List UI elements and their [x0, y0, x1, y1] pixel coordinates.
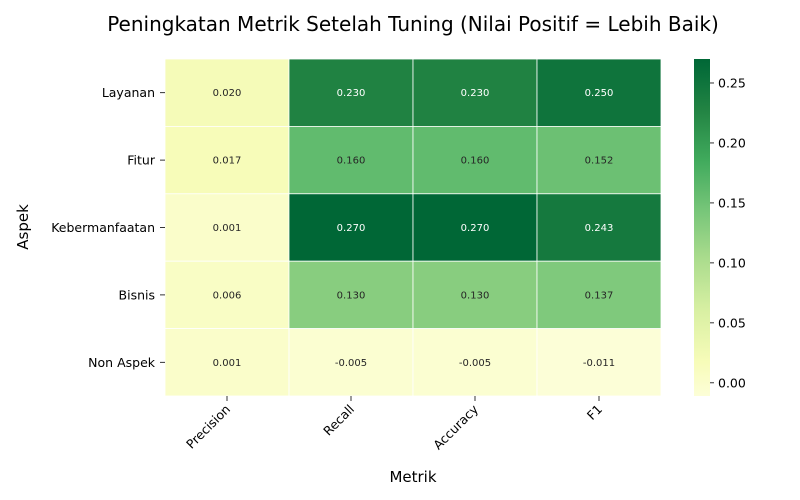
heatmap-cell [536, 260, 662, 330]
chart-title: Peningkatan Metrik Setelah Tuning (Nilai… [107, 12, 719, 36]
colorbar-tick-label: 0.25 [718, 75, 746, 90]
colorbar-tick-label: 0.00 [718, 375, 746, 390]
colorbar-tick-label: 0.15 [718, 195, 746, 210]
cell-value-label: 0.020 [213, 88, 242, 99]
cell-value-label: 0.001 [213, 223, 242, 234]
cell-value-label: 0.243 [585, 223, 614, 234]
column-tick-label: Precision [183, 402, 233, 452]
row-tick-label: Fitur [127, 153, 156, 168]
heatmap-cell [412, 58, 538, 127]
heatmap-cell [536, 126, 662, 195]
colorbar-tick-label: 0.05 [718, 315, 746, 330]
heatmap-cell [288, 260, 414, 330]
column-tick-label: Accuracy [430, 401, 481, 452]
cell-value-label: -0.005 [459, 358, 491, 369]
cell-value-label: 0.017 [213, 156, 242, 167]
heatmap-cell [536, 328, 662, 397]
column-tick-label: Recall [320, 402, 357, 439]
heatmap-cell [164, 58, 290, 127]
heatmap-cell [536, 193, 662, 262]
heatmap-cell [164, 328, 290, 397]
cell-value-label: 0.160 [461, 156, 490, 167]
cell-value-label: 0.270 [337, 223, 366, 234]
heatmap-cell [164, 126, 290, 195]
cell-value-label: 0.130 [337, 290, 366, 301]
heatmap-cells: 0.020 0.230 0.230 0.250 0.017 0.160 0.160 0.152… [164, 58, 662, 397]
heatmap-cell [536, 58, 662, 127]
row-tick-label: Bisnis [119, 287, 155, 302]
cell-value-label: 0.152 [585, 156, 614, 167]
row-tick-label: Kebermanfaatan [51, 220, 155, 235]
heatmap-cell [412, 328, 538, 397]
cell-value-label: 0.130 [461, 290, 490, 301]
heatmap-cell [288, 126, 414, 195]
cell-value-label: 0.001 [213, 358, 242, 369]
column-tick-label: F1 [584, 402, 605, 423]
column-tick-labels: Precision Recall Accuracy F1 [183, 396, 605, 452]
cell-value-label: 0.230 [461, 88, 490, 99]
heatmap-cell [288, 58, 414, 127]
row-tick-label: Layanan [102, 85, 155, 100]
colorbar-tick-label: 0.20 [718, 135, 746, 150]
heatmap-cell [288, 193, 414, 262]
colorbar-tick-label: 0.10 [718, 255, 746, 270]
colorbar: 0.00 0.05 0.10 0.15 0.20 0.25 [694, 59, 746, 396]
row-tick-labels: Layanan Fitur Kebermanfaatan Bisnis Non Aspe… [51, 85, 165, 370]
x-axis-label: Metrik [389, 468, 436, 486]
y-axis-label: Aspek [14, 204, 32, 250]
cell-value-label: -0.011 [583, 358, 615, 369]
heatmap-cell [412, 260, 538, 330]
heatmap-cell [288, 328, 414, 397]
cell-value-label: 0.270 [461, 223, 490, 234]
heatmap-cell [164, 260, 290, 330]
colorbar-gradient [694, 59, 710, 396]
cell-value-label: 0.160 [337, 156, 366, 167]
cell-value-label: 0.230 [337, 88, 366, 99]
row-tick-label: Non Aspek [88, 355, 156, 370]
cell-value-label: 0.006 [213, 290, 242, 301]
cell-value-label: -0.005 [335, 358, 367, 369]
cell-value-label: 0.250 [585, 88, 614, 99]
cell-value-label: 0.137 [585, 290, 614, 301]
